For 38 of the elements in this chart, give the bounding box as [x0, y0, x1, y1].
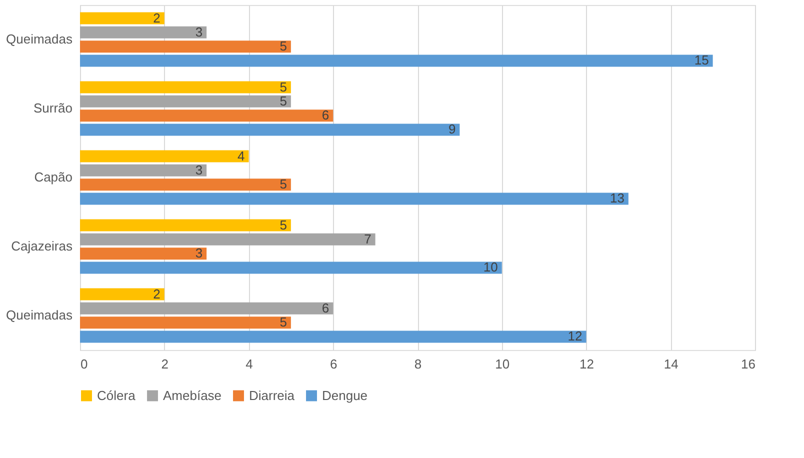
data-label: 15	[694, 52, 709, 68]
x-tick-label: 10	[495, 356, 510, 372]
y-tick-label: Surrão	[33, 100, 72, 116]
data-label: 6	[322, 300, 330, 316]
data-label: 5	[280, 93, 287, 108]
x-tick-label: 0	[80, 356, 88, 372]
data-label: 5	[280, 314, 287, 330]
y-tick-label: Queimadas	[6, 32, 73, 46]
x-tick-label: 8	[414, 356, 422, 372]
data-label: 2	[153, 286, 160, 302]
x-tick-label: 4	[246, 356, 253, 372]
data-label: 2	[153, 10, 160, 26]
y-tick-label: Cajazeiras	[11, 238, 73, 254]
data-label: 3	[195, 24, 203, 40]
data-label: 5	[280, 217, 287, 232]
data-label: 9	[448, 122, 456, 137]
y-tick-label: Capão	[34, 170, 72, 184]
data-label: 5	[280, 79, 287, 94]
data-label: 5	[280, 176, 287, 192]
data-label: 3	[195, 246, 203, 261]
data-label: 6	[322, 108, 330, 123]
x-tick-label: 14	[664, 356, 678, 372]
data-label: 4	[238, 148, 245, 164]
x-tick-label: 6	[330, 356, 338, 372]
data-label: 12	[568, 328, 582, 344]
legend-label: Dengue	[322, 388, 368, 403]
data-label: 13	[610, 190, 624, 206]
data-label: 7	[364, 231, 372, 246]
legend-label: Diarreia	[249, 388, 296, 403]
y-tick-label: Queimadas	[6, 308, 73, 322]
data-label: 3	[195, 162, 203, 178]
legend-label: Amebíase	[163, 388, 222, 403]
x-tick-label: 12	[580, 356, 594, 372]
x-tick-label: 16	[741, 356, 756, 372]
data-label: 10	[483, 260, 498, 275]
x-tick-label: 2	[161, 356, 168, 372]
data-label: 5	[280, 38, 287, 54]
legend-label: Cólera	[97, 388, 136, 403]
